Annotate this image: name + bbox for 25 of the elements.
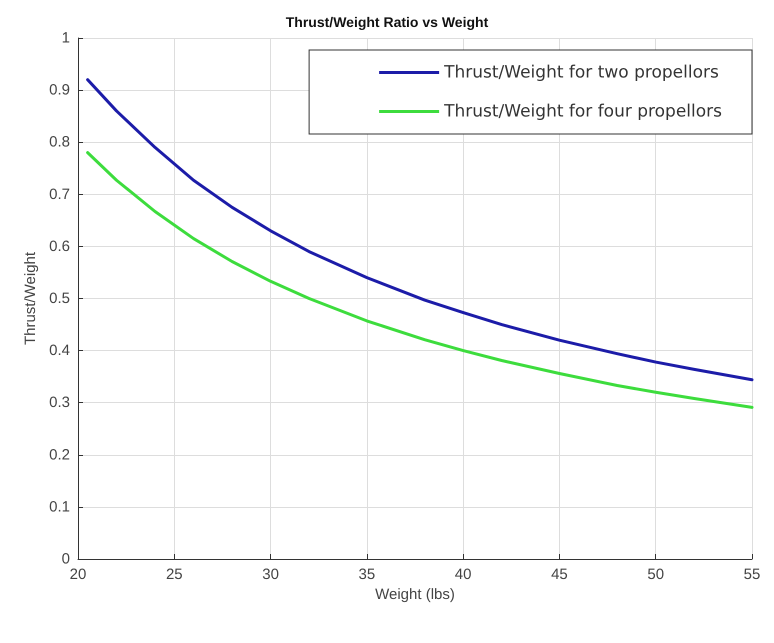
- x-tick-label: 40: [454, 566, 472, 583]
- x-tick-label: 35: [358, 566, 376, 583]
- y-tick-label: 0: [62, 550, 70, 568]
- y-axis-title: Thrust/Weight: [22, 251, 39, 346]
- x-tick-label: 55: [744, 566, 760, 583]
- x-tick-label: 30: [262, 566, 279, 583]
- y-tick-label: 0.2: [49, 446, 70, 464]
- y-tick-label: 0.9: [49, 82, 70, 99]
- x-tick-label: 45: [551, 566, 568, 583]
- y-tick-label: 0.5: [49, 290, 70, 307]
- legend-label: Thrust/Weight for four propellors: [443, 102, 722, 122]
- y-tick-label: 0.3: [49, 394, 70, 412]
- y-tick-label: 0.7: [49, 186, 70, 203]
- y-tick-label: 0.4: [49, 342, 70, 360]
- chart-title: Thrust/Weight Ratio vs Weight: [286, 14, 489, 30]
- x-axis-title: Weight (lbs): [375, 586, 455, 603]
- y-tick-label: 0.6: [49, 238, 70, 255]
- legend-label: Thrust/Weight for two propellors: [443, 62, 719, 82]
- line-series: [86, 151, 754, 409]
- y-tick-label: 0.8: [49, 134, 70, 151]
- y-tick-label: 1: [62, 30, 70, 46]
- y-tick-label: 0.1: [49, 498, 70, 516]
- x-tick-label: 50: [647, 566, 664, 583]
- x-tick-label: 25: [166, 566, 183, 583]
- x-tick-label: 20: [70, 566, 86, 583]
